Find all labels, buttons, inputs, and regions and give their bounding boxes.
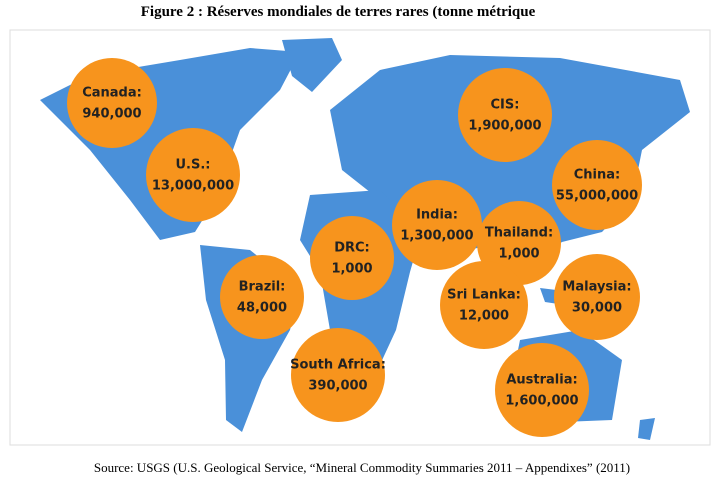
region-name: South Africa: <box>290 358 386 373</box>
region-value: 1,900,000 <box>468 119 541 134</box>
region-value: 1,000 <box>498 247 539 262</box>
region-name: Brazil: <box>239 280 286 295</box>
region-bubble <box>146 128 240 222</box>
region-value: 30,000 <box>572 301 622 316</box>
region-value: 1,600,000 <box>505 394 578 409</box>
region-name: U.S.: <box>176 158 211 173</box>
region-bubble <box>220 255 304 339</box>
region-value: 12,000 <box>459 309 509 324</box>
bubbles: Canada: 940,000 U.S.: 13,000,000 CIS: 1,900,0… <box>67 58 642 437</box>
region-bubble <box>67 58 157 148</box>
title: Figure 2 : Réserves mondiales de terres … <box>141 4 536 20</box>
region-name: Canada: <box>82 86 142 101</box>
region-bubble <box>310 216 394 300</box>
region-name: India: <box>416 208 458 223</box>
region-bubble <box>458 68 552 162</box>
region-value: 55,000,000 <box>556 189 638 204</box>
region-name: Sri Lanka: <box>447 288 521 303</box>
region-value: 13,000,000 <box>152 179 234 194</box>
region-name: CIS: <box>491 98 520 113</box>
region-value: 1,000 <box>331 262 372 277</box>
region-name: DRC: <box>334 241 370 256</box>
region-value: 48,000 <box>237 301 287 316</box>
region-name: Thailand: <box>485 226 553 241</box>
region-bubble <box>291 328 385 422</box>
region-bubble <box>392 180 482 270</box>
region-value: 390,000 <box>308 379 367 394</box>
region-value: 1,300,000 <box>400 229 473 244</box>
region-bubble <box>554 254 640 340</box>
region-bubble <box>495 343 589 437</box>
region-name: China: <box>574 168 620 183</box>
region-value: 940,000 <box>82 107 141 122</box>
source: Source: USGS (U.S. Geological Service, “… <box>94 460 630 475</box>
region-bubble <box>440 261 528 349</box>
region-name: Australia: <box>506 373 577 388</box>
region-bubble <box>552 140 642 230</box>
region-name: Malaysia: <box>562 280 631 295</box>
